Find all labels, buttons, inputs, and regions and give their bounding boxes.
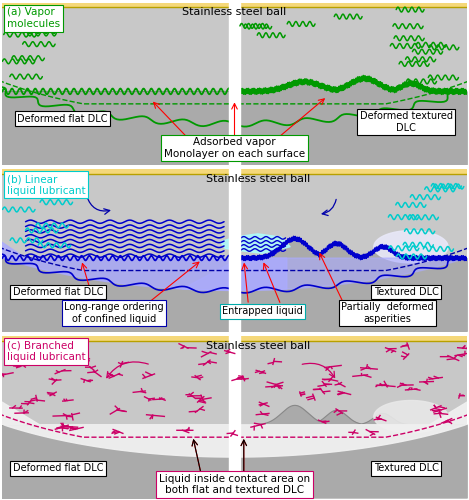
Text: Textured DLC: Textured DLC (374, 464, 439, 473)
Polygon shape (0, 174, 287, 290)
Text: Entrapped liquid: Entrapped liquid (222, 306, 303, 316)
Polygon shape (220, 234, 290, 253)
Text: Stainless steel ball: Stainless steel ball (205, 340, 310, 350)
Text: Long-range ordering
of confined liquid: Long-range ordering of confined liquid (64, 302, 164, 324)
Text: Deformed flat DLC: Deformed flat DLC (13, 287, 103, 297)
Text: (c) Branched
liquid lubricant: (c) Branched liquid lubricant (7, 340, 86, 362)
Polygon shape (0, 340, 469, 457)
Text: Deformed flat DLC: Deformed flat DLC (17, 114, 108, 124)
Text: Partially  deformed
asperities: Partially deformed asperities (341, 302, 434, 324)
Text: Stainless steel ball: Stainless steel ball (182, 8, 287, 18)
Text: Liquid inside contact area on
both flat and textured DLC: Liquid inside contact area on both flat … (159, 474, 310, 496)
Text: (a) Vapor
molecules: (a) Vapor molecules (7, 8, 60, 29)
Text: (b) Linear
liquid lubricant: (b) Linear liquid lubricant (7, 174, 86, 196)
Polygon shape (374, 400, 448, 433)
Text: Textured DLC: Textured DLC (374, 287, 439, 297)
Text: Adsorbed vapor
Monolayer on each surface: Adsorbed vapor Monolayer on each surface (164, 137, 305, 159)
Text: Deformed flat DLC: Deformed flat DLC (13, 464, 103, 473)
Text: Stainless steel ball: Stainless steel ball (205, 174, 310, 184)
Text: Deformed textured
DLC: Deformed textured DLC (360, 112, 453, 133)
Polygon shape (374, 230, 448, 263)
Polygon shape (182, 182, 469, 290)
